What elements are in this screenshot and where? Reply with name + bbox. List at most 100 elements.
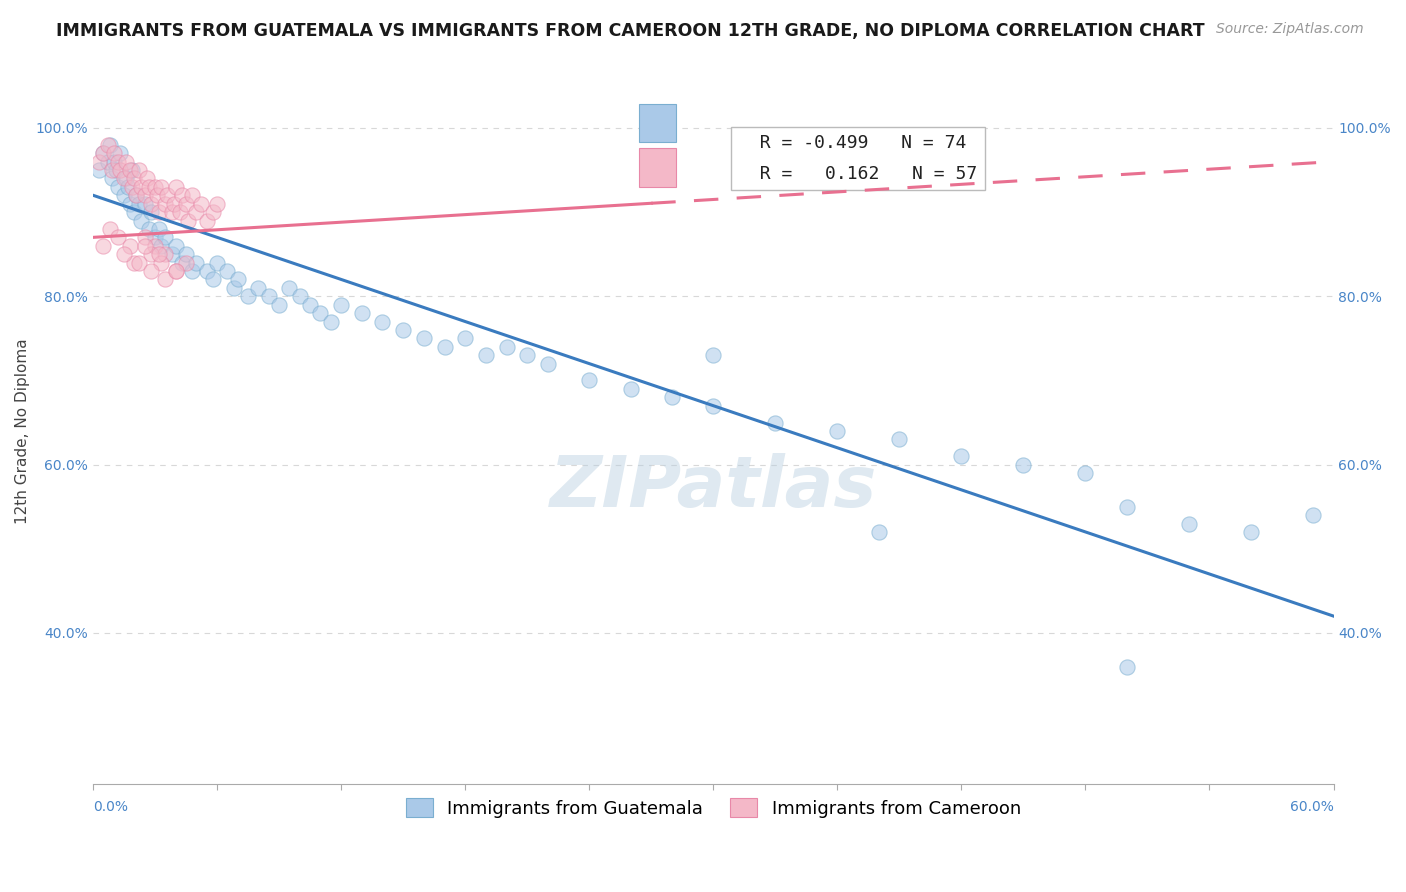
Point: [201, 205, 224, 219]
Point: [181, 264, 204, 278]
Point: [107, 230, 129, 244]
Point: [257, 289, 280, 303]
Point: [475, 348, 498, 362]
Point: [124, 255, 146, 269]
Point: [89, 154, 111, 169]
Bar: [638, 148, 676, 187]
Point: [160, 247, 183, 261]
Point: [96, 154, 118, 169]
Point: [226, 272, 249, 286]
Point: [98, 137, 121, 152]
Point: [278, 281, 301, 295]
Point: [155, 272, 177, 286]
Point: [288, 289, 311, 303]
Point: [93, 239, 115, 253]
Point: [125, 188, 148, 202]
Point: [1115, 500, 1137, 514]
Point: [100, 171, 122, 186]
Point: [143, 179, 166, 194]
Point: [177, 213, 200, 227]
Point: [236, 289, 259, 303]
Point: [108, 146, 131, 161]
Point: [170, 188, 193, 202]
Point: [115, 154, 138, 169]
Point: [93, 146, 115, 161]
Point: [330, 298, 353, 312]
Point: [661, 390, 683, 404]
Point: [1115, 659, 1137, 673]
Point: [163, 196, 186, 211]
Point: [537, 357, 560, 371]
Point: [195, 213, 218, 227]
Point: [155, 247, 177, 261]
Point: [117, 179, 139, 194]
Point: [103, 154, 125, 169]
Point: [763, 416, 786, 430]
Point: [124, 205, 146, 219]
Point: [120, 239, 142, 253]
Point: [143, 239, 166, 253]
Point: [134, 196, 156, 211]
Point: [89, 163, 111, 178]
Point: [112, 247, 135, 261]
Point: [134, 230, 156, 244]
Point: [868, 524, 890, 539]
Point: [170, 255, 193, 269]
Text: ZIPatlas: ZIPatlas: [550, 453, 877, 522]
Point: [107, 154, 129, 169]
Point: [165, 264, 187, 278]
Point: [889, 433, 911, 447]
Point: [107, 179, 129, 194]
Point: [217, 264, 239, 278]
Point: [186, 205, 208, 219]
Point: [222, 281, 245, 295]
Point: [148, 247, 170, 261]
Bar: [638, 103, 676, 143]
Point: [702, 348, 724, 362]
Point: [139, 205, 162, 219]
Point: [165, 239, 187, 253]
Point: [516, 348, 538, 362]
Point: [134, 188, 156, 202]
Text: R = -0.499   N = 74
  R =   0.162   N = 57: R = -0.499 N = 74 R = 0.162 N = 57: [738, 134, 977, 183]
Y-axis label: 12th Grade, No Diploma: 12th Grade, No Diploma: [15, 338, 30, 524]
Text: Source: ZipAtlas.com: Source: ZipAtlas.com: [1216, 22, 1364, 37]
Point: [619, 382, 641, 396]
Point: [139, 264, 162, 278]
Point: [169, 205, 191, 219]
Point: [174, 255, 197, 269]
Point: [138, 179, 160, 194]
Text: 60.0%: 60.0%: [1289, 799, 1333, 814]
Point: [139, 196, 162, 211]
Point: [139, 247, 162, 261]
Point: [134, 239, 156, 253]
Point: [181, 188, 204, 202]
Point: [112, 188, 135, 202]
Point: [1074, 466, 1097, 480]
Point: [205, 196, 228, 211]
Point: [143, 230, 166, 244]
Point: [299, 298, 322, 312]
Point: [1240, 524, 1263, 539]
Point: [156, 188, 179, 202]
Point: [495, 340, 517, 354]
Point: [100, 163, 122, 178]
Point: [205, 255, 228, 269]
Point: [165, 179, 187, 194]
Point: [190, 196, 212, 211]
Point: [135, 171, 157, 186]
Point: [155, 196, 177, 211]
Point: [412, 331, 434, 345]
Point: [148, 205, 170, 219]
Point: [96, 137, 118, 152]
Point: [129, 213, 152, 227]
Point: [93, 146, 115, 161]
Point: [146, 188, 169, 202]
Point: [128, 196, 150, 211]
Point: [112, 171, 135, 186]
Point: [186, 255, 208, 269]
Point: [115, 171, 138, 186]
Point: [98, 222, 121, 236]
Point: [121, 163, 143, 178]
Text: IMMIGRANTS FROM GUATEMALA VS IMMIGRANTS FROM CAMEROON 12TH GRADE, NO DIPLOMA COR: IMMIGRANTS FROM GUATEMALA VS IMMIGRANTS …: [56, 22, 1205, 40]
